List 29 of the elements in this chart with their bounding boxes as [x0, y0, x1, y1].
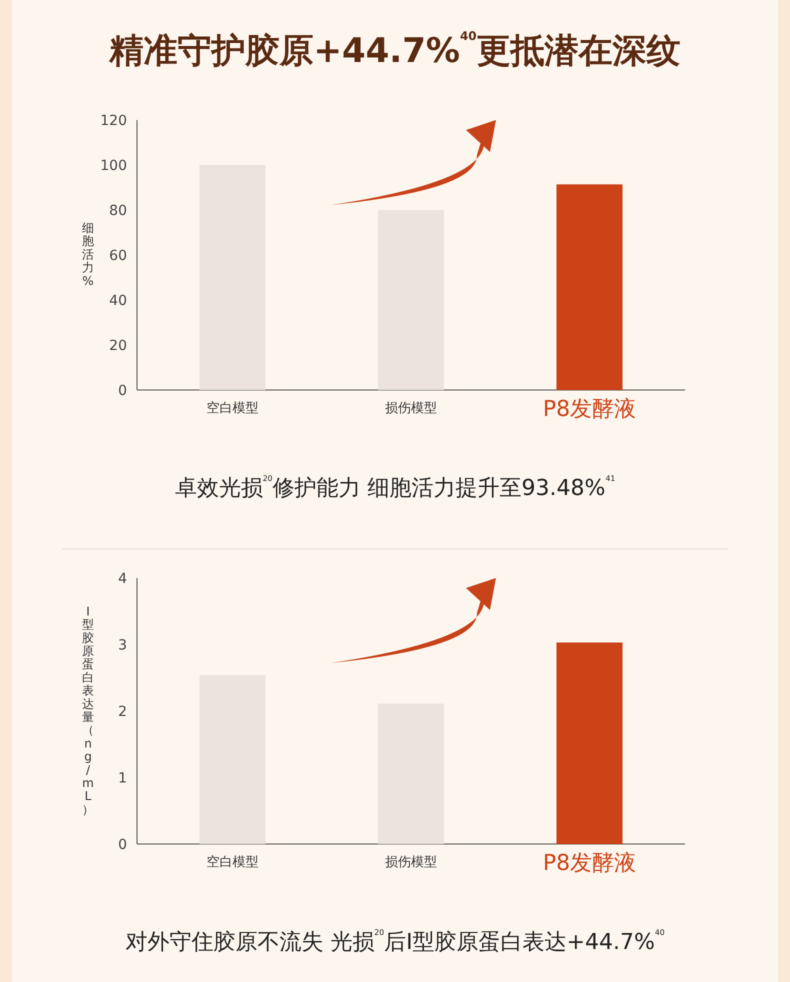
y-tick-label: 120	[100, 112, 127, 129]
text: 对外守住胶原不流失 光损$^{20}$后I型胶原蛋白表达+44.7%$^{40}$	[125, 928, 665, 955]
bar	[199, 165, 266, 390]
y-tick-label: 0	[118, 382, 127, 399]
y-tick-label: 3	[118, 637, 127, 654]
x-tick-label: 空白模型	[206, 401, 258, 416]
x-tick-label: 空白模型	[206, 855, 258, 870]
x-tick-label: P8发酵液	[542, 397, 636, 422]
text: I型胶原蛋白表达量（ng/mL）	[82, 604, 94, 816]
y-tick-label: 2	[118, 704, 127, 720]
y-tick-label: 100	[100, 158, 127, 174]
y-tick-label: 1	[118, 770, 127, 786]
bar	[556, 642, 623, 844]
bar	[199, 675, 266, 844]
x-tick-label: 损伤模型	[385, 401, 437, 416]
x-tick-label: P8发酵液	[542, 851, 636, 876]
y-tick-label: 20	[109, 338, 127, 354]
bar	[378, 210, 444, 390]
bar	[556, 184, 623, 390]
x-tick-label: 损伤模型	[385, 855, 437, 870]
y-axis-title: 细胞活力%	[82, 221, 94, 288]
y-tick-label: 60	[109, 248, 127, 264]
text: 卓效光损$^{20}$修护能力 细胞活力提升至93.48%$^{41}$	[174, 474, 616, 501]
y-tick-label: 80	[109, 202, 127, 219]
chart-title: 精准守护胶原+44.7%$^{40}$更抵潜在深纹	[108, 29, 681, 71]
y-tick-label: 40	[109, 292, 127, 309]
y-tick-label: 0	[118, 836, 127, 853]
y-tick-label: 4	[118, 570, 128, 587]
bar	[378, 704, 444, 844]
